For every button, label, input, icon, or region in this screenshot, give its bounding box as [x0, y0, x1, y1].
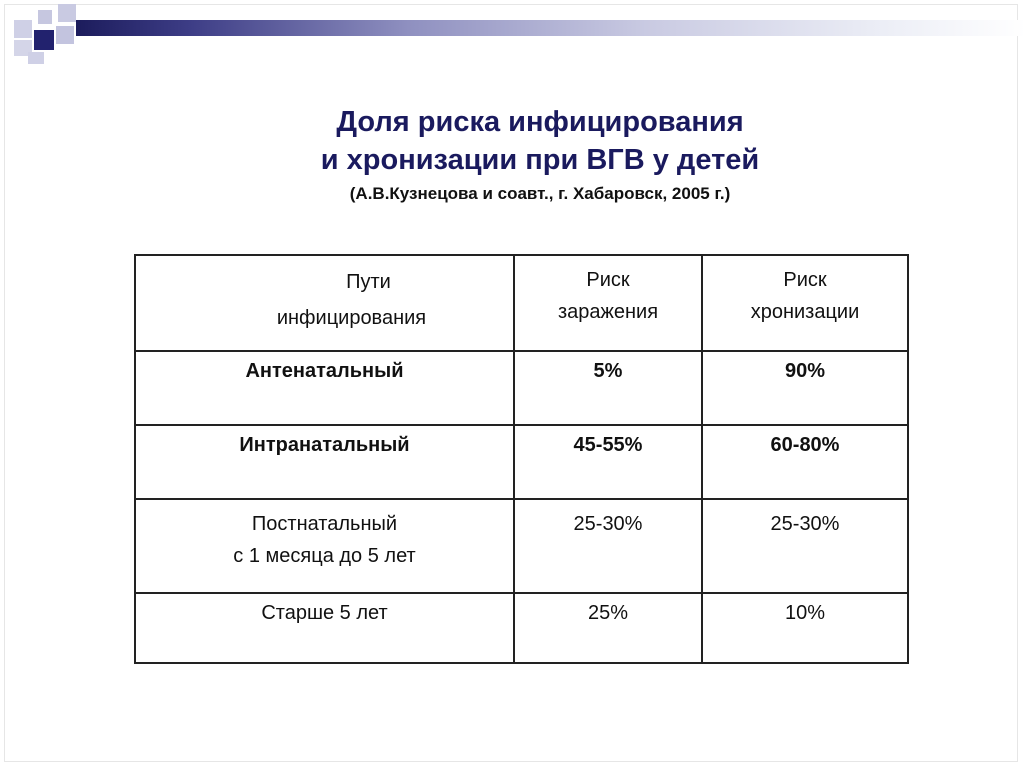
header-route: Пути инфицирования [134, 254, 515, 352]
table-row: Старше 5 лет 25% 10% [134, 592, 909, 664]
header-infection-risk: Риск заражения [513, 254, 703, 352]
route-cell: Постнатальный с 1 месяца до 5 лет [134, 498, 515, 594]
table-row: Интранатальный 45-55% 60-80% [134, 424, 909, 500]
decor-square [14, 20, 32, 38]
header-route-line-2: инфицирования [276, 307, 427, 329]
title-line-2: и хронизации при ВГВ у детей [320, 144, 760, 176]
route-text: Постнатальный [251, 513, 398, 535]
infection-risk-cell: 45-55% [513, 424, 703, 500]
infection-risk-cell: 25-30% [513, 498, 703, 594]
chronic-risk-cell: 10% [701, 592, 909, 664]
route-cell: Антенатальный [134, 350, 515, 426]
header-chronic-risk: Риск хронизации [701, 254, 909, 352]
header-gradient-bar [76, 20, 1024, 36]
decor-square [14, 40, 32, 56]
header-infection-line-1: Риск [586, 269, 630, 291]
infection-risk-cell: 25% [513, 592, 703, 664]
chronic-risk-cell: 25-30% [701, 498, 909, 594]
infection-risk-cell: 5% [513, 350, 703, 426]
route-text: Старше 5 лет [261, 602, 388, 624]
decor-square [58, 4, 76, 22]
slide-title: Доля риска инфицирования и хронизации пр… [160, 103, 920, 207]
risk-table: Пути инфицирования Риск заражения Риск х… [134, 254, 909, 664]
table-row: Постнатальный с 1 месяца до 5 лет 25-30%… [134, 498, 909, 594]
table-row: Антенатальный 5% 90% [134, 350, 909, 426]
slide-frame [4, 4, 1018, 762]
route-cell: Интранатальный [134, 424, 515, 500]
decor-square-dark [34, 30, 54, 50]
decor-square [56, 26, 74, 44]
table-header-row: Пути инфицирования Риск заражения Риск х… [134, 254, 909, 352]
title-line-1: Доля риска инфицирования [336, 106, 744, 138]
route-cell: Старше 5 лет [134, 592, 515, 664]
chronic-risk-cell: 60-80% [701, 424, 909, 500]
header-chronic-line-1: Риск [783, 269, 827, 291]
chronic-risk-cell: 90% [701, 350, 909, 426]
route-text: Антенатальный [245, 360, 404, 382]
decor-square [28, 52, 44, 64]
source-citation: (А.В.Кузнецова и соавт., г. Хабаровск, 2… [349, 184, 731, 203]
header-infection-line-2: заражения [557, 301, 659, 323]
header-route-line-1: Пути [346, 271, 391, 293]
header-chronic-line-2: хронизации [750, 301, 860, 323]
route-text: Интранатальный [239, 434, 410, 456]
route-text-detail: с 1 месяца до 5 лет [233, 545, 416, 567]
decor-square [38, 10, 52, 24]
